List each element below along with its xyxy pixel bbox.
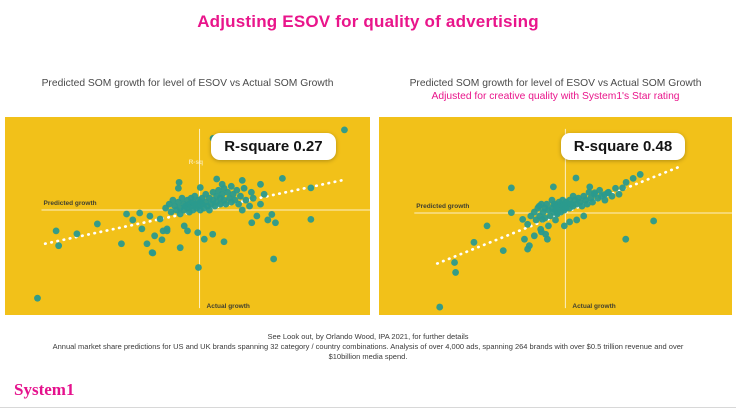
x-axis-label: Actual growth (207, 303, 250, 310)
footer-note: See Look out, by Orlando Wood, IPA 2021,… (0, 332, 736, 362)
r-square-badge-left: R-square 0.27 (211, 132, 336, 160)
footer-line3: $10billion media spend. (328, 352, 408, 361)
footer-line1: See Look out, by Orlando Wood, IPA 2021,… (267, 332, 469, 341)
right-chart-subtitle-line1: Predicted SOM growth for level of ESOV v… (409, 78, 702, 89)
system1-logo: System1 (14, 380, 75, 399)
footer-line2: Annual market share predictions for US a… (52, 342, 684, 351)
right-scatter-plot: Predicted growth Actual growth (379, 117, 732, 315)
r-square-badge-right: R-square 0.48 (560, 132, 686, 160)
occluded-r-square-label: R-sq (188, 158, 204, 166)
left-chart-subtitle-line1: Predicted SOM growth for level of ESOV v… (41, 78, 334, 89)
slide-title: Adjusting ESOV for quality of advertisin… (197, 12, 539, 31)
right-chart-panel: Predicted growth Actual growth R-square 0… (379, 117, 732, 315)
right-chart-subtitle: Predicted SOM growth for level of ESOV v… (379, 77, 732, 103)
left-scatter-plot: Predicted growth Actual growth (5, 117, 370, 315)
y-axis-label: Predicted growth (44, 200, 97, 207)
right-chart-subtitle-line2: Adjusted for creative quality with Syste… (431, 91, 680, 102)
left-chart-panel: Predicted growth Actual growth R-sq R-squ… (5, 117, 370, 315)
left-chart-subtitle: Predicted SOM growth for level of ESOV v… (5, 77, 370, 90)
x-axis-label: Actual growth (572, 303, 615, 310)
y-axis-label: Predicted growth (416, 203, 469, 210)
